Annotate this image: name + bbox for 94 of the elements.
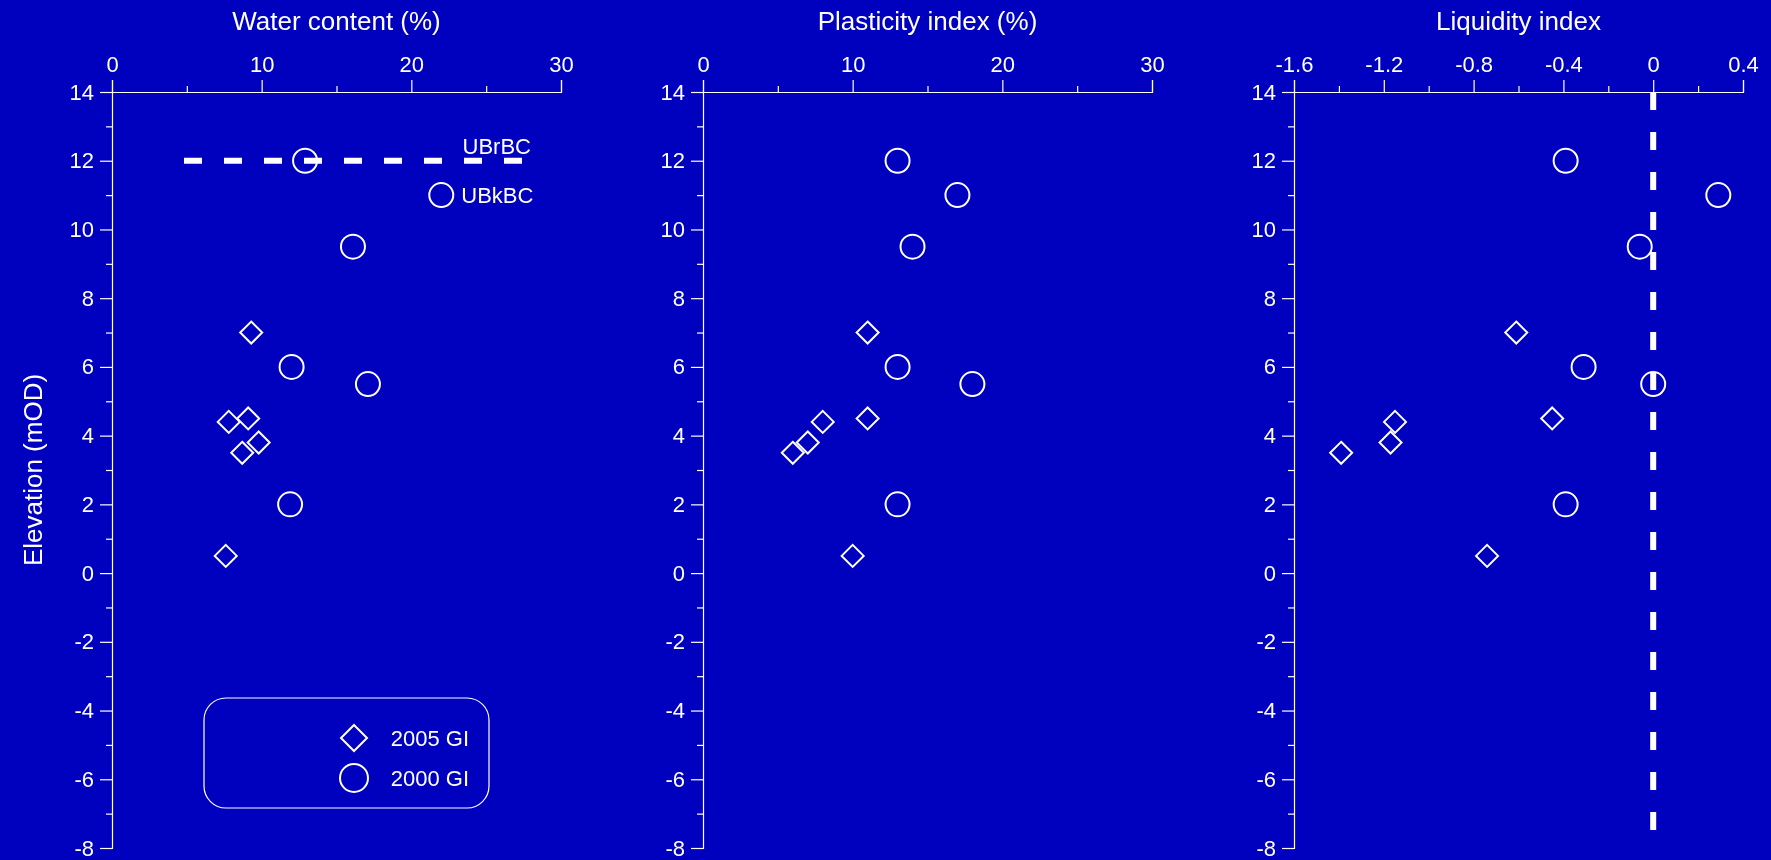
x-tick-label: 10 <box>840 52 866 77</box>
point <box>795 430 820 455</box>
y-tick-label: -4 <box>1256 698 1276 724</box>
legend-label: 2005 GI <box>390 725 469 751</box>
point <box>1570 353 1597 380</box>
y-tick-label: 4 <box>81 423 94 449</box>
y-tick-label: 0 <box>672 560 685 586</box>
point <box>884 491 911 518</box>
x-tick-label: -1.2 <box>1365 52 1404 77</box>
y-tick-label: -6 <box>665 766 685 792</box>
x-axis-title: Liquidity index <box>1436 6 1601 36</box>
y-tick-label: 14 <box>1251 79 1276 105</box>
point <box>899 233 926 260</box>
x-tick-label: -1.6 <box>1275 52 1314 77</box>
y-tick-label: 6 <box>1263 354 1276 380</box>
point <box>230 440 255 465</box>
point <box>840 543 865 568</box>
x-tick-label: 30 <box>549 52 574 77</box>
x-tick-label: 20 <box>990 52 1016 77</box>
point <box>1378 430 1403 455</box>
y-tick-label: 4 <box>672 423 685 449</box>
point <box>292 147 319 174</box>
point <box>428 182 455 209</box>
x-tick-label: 0 <box>1647 52 1660 77</box>
point <box>884 147 911 174</box>
x-tick-label: 0 <box>106 52 119 77</box>
x-tick-label: 10 <box>249 52 275 77</box>
y-tick-label: 8 <box>81 285 94 311</box>
point <box>246 430 271 455</box>
y-tick-label: 8 <box>672 285 685 311</box>
y-tick-label: -2 <box>74 629 94 655</box>
point <box>1552 147 1579 174</box>
y-tick-label: 12 <box>660 148 685 174</box>
y-tick-label: 10 <box>69 216 94 242</box>
y-tick-label: -8 <box>1256 835 1276 860</box>
x-tick-label: 0.4 <box>1728 52 1759 77</box>
point <box>239 320 264 345</box>
y-tick-label: -8 <box>74 835 94 860</box>
point <box>1540 406 1565 431</box>
y-tick-label: 14 <box>69 79 94 105</box>
point <box>959 371 986 398</box>
point <box>216 409 241 434</box>
y-tick-label: -4 <box>665 698 685 724</box>
y-tick-label: -2 <box>665 629 685 655</box>
y-tick-label: 2 <box>672 491 685 517</box>
point <box>810 409 835 434</box>
annotation: UBkBC <box>461 182 534 208</box>
point <box>354 371 381 398</box>
y-tick-label: -6 <box>74 766 94 792</box>
y-tick-label: 0 <box>81 560 94 586</box>
y-tick-label: -6 <box>1256 766 1276 792</box>
x-tick-label: 30 <box>1140 52 1165 77</box>
y-tick-label: 10 <box>660 216 685 242</box>
point <box>1329 440 1354 465</box>
y-tick-label: -4 <box>74 698 94 724</box>
point <box>780 440 805 465</box>
y-tick-label: 4 <box>1263 423 1276 449</box>
y-tick-label: 8 <box>1263 285 1276 311</box>
y-tick-label: 12 <box>69 148 94 174</box>
point <box>1504 320 1529 345</box>
x-axis-title: Water content (%) <box>232 6 441 36</box>
point <box>277 491 304 518</box>
y-axis-title: Elevation (mOD) <box>18 373 48 567</box>
x-tick-label: -0.4 <box>1544 52 1583 77</box>
point <box>236 406 261 431</box>
point <box>1705 182 1732 209</box>
point <box>1475 543 1500 568</box>
y-tick-label: 10 <box>1251 216 1276 242</box>
point <box>213 543 238 568</box>
x-tick-label: -0.8 <box>1455 52 1494 77</box>
point <box>1552 491 1579 518</box>
legend-label: 2000 GI <box>390 765 469 791</box>
point <box>1383 409 1408 434</box>
x-tick-label: 0 <box>697 52 710 77</box>
y-tick-label: 6 <box>672 354 685 380</box>
y-tick-label: 2 <box>81 491 94 517</box>
y-tick-label: 14 <box>660 79 685 105</box>
x-axis-title: Plasticity index (%) <box>817 6 1038 36</box>
y-tick-label: 2 <box>1263 491 1276 517</box>
x-tick-label: 20 <box>399 52 425 77</box>
point <box>884 353 911 380</box>
point <box>944 182 971 209</box>
ref-line-label: UBrBC <box>462 133 532 159</box>
y-tick-label: 12 <box>1251 148 1276 174</box>
point <box>339 233 366 260</box>
y-tick-label: -2 <box>1256 629 1276 655</box>
y-tick-label: 0 <box>1263 560 1276 586</box>
point <box>1640 371 1667 398</box>
point <box>855 406 880 431</box>
point <box>278 353 305 380</box>
y-tick-label: -8 <box>665 835 685 860</box>
point <box>855 320 880 345</box>
y-tick-label: 6 <box>81 354 94 380</box>
point <box>1626 233 1653 260</box>
